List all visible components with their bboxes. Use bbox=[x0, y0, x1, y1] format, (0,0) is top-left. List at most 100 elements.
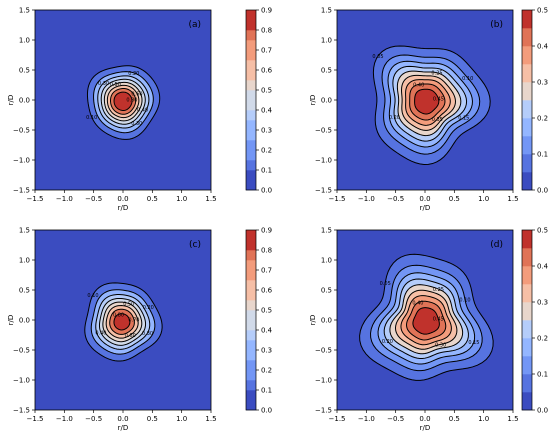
contour-line bbox=[106, 84, 140, 119]
colorbar-tick-label: 0.9 bbox=[261, 7, 272, 15]
colorbar-bin bbox=[522, 82, 532, 101]
contour-label: 0.45 bbox=[433, 317, 444, 323]
colorbar-frame bbox=[521, 9, 533, 191]
contour-line bbox=[105, 305, 139, 339]
contour-line bbox=[377, 272, 476, 365]
x-tick-label: 0.5 bbox=[449, 415, 460, 423]
contour-line bbox=[412, 307, 440, 335]
colorbar-bin bbox=[522, 118, 532, 137]
contour-line bbox=[84, 282, 163, 362]
colorbar-bin bbox=[246, 90, 256, 101]
y-tick-label: −1.5 bbox=[13, 407, 30, 415]
colorbar-frame bbox=[521, 229, 533, 411]
contour-label: 0.50 bbox=[110, 82, 121, 88]
contour-line bbox=[406, 300, 447, 341]
colorbar-bin bbox=[522, 302, 532, 321]
contour-line bbox=[113, 313, 131, 331]
x-tick-label: 0.5 bbox=[449, 195, 460, 203]
colorbar-tick-label: 0.2 bbox=[537, 115, 548, 123]
colorbar-tick-label: 0.5 bbox=[537, 7, 548, 15]
contour-line bbox=[90, 289, 156, 355]
colorbar-bin bbox=[246, 270, 256, 281]
colorbar-bin bbox=[246, 150, 256, 161]
colorbar-tick-label: 0.5 bbox=[261, 307, 272, 315]
contour-label: 0.15 bbox=[458, 116, 469, 122]
colorbar-tick-label: 0.9 bbox=[261, 227, 272, 235]
y-tick-label: 1.5 bbox=[321, 7, 332, 15]
y-tick-label: 1.0 bbox=[19, 37, 30, 45]
colorbar-tick-label: 0.8 bbox=[261, 247, 272, 255]
x-tick-label: −1.5 bbox=[329, 195, 346, 203]
y-axis-label: r/D bbox=[7, 315, 15, 326]
contour-line bbox=[102, 301, 143, 343]
x-tick-label: 1.5 bbox=[507, 195, 518, 203]
colorbar-bin bbox=[246, 400, 256, 411]
contour-label: 0.30 bbox=[98, 81, 109, 87]
colorbar-bin bbox=[522, 28, 532, 47]
contour-line bbox=[86, 65, 161, 140]
colorbar-bin bbox=[522, 46, 532, 65]
colorbar-tick-label: 0.5 bbox=[261, 87, 272, 95]
panel-label: (c) bbox=[189, 240, 201, 250]
colorbar-bin bbox=[522, 374, 532, 393]
panel-c: 0.100.200.300.400.500.600.800.70(c)−1.5−… bbox=[7, 227, 273, 432]
colorbar-bin bbox=[246, 160, 256, 171]
contour-line bbox=[109, 308, 135, 335]
contour-line bbox=[405, 79, 451, 126]
y-tick-label: 0.5 bbox=[19, 287, 30, 295]
colorbar-bin bbox=[246, 340, 256, 351]
y-tick-label: −0.5 bbox=[13, 347, 30, 355]
contour-line bbox=[394, 289, 458, 350]
colorbar-bin bbox=[246, 320, 256, 331]
y-axis-label: r/D bbox=[309, 315, 317, 326]
colorbar-bin bbox=[246, 140, 256, 151]
colorbar-bin bbox=[522, 338, 532, 357]
y-tick-label: −0.5 bbox=[315, 127, 332, 135]
colorbar-bin bbox=[246, 370, 256, 381]
colorbar-tick-label: 0.5 bbox=[537, 227, 548, 235]
colorbar-bin bbox=[246, 330, 256, 341]
x-tick-label: −0.5 bbox=[387, 415, 404, 423]
contour-label: 0.20 bbox=[128, 71, 139, 77]
contour-label: 0.10 bbox=[87, 293, 98, 299]
x-tick-label: 1.0 bbox=[176, 415, 187, 423]
x-tick-label: −1.0 bbox=[56, 415, 73, 423]
panel-d: 0.050.100.150.200.250.300.400.45(d)−1.5−… bbox=[309, 227, 549, 432]
colorbar-bin bbox=[246, 310, 256, 321]
panel-label: (a) bbox=[188, 20, 201, 30]
panel-b: 0.050.100.150.200.250.350.400.45(b)−1.5−… bbox=[309, 7, 549, 213]
colorbar-tick-label: 0.1 bbox=[261, 167, 272, 175]
y-tick-label: 1.5 bbox=[321, 227, 332, 235]
colorbar: 0.0 0.1 0.2 0.3 0.4 0.5 bbox=[521, 7, 549, 195]
colorbar-bin bbox=[246, 40, 256, 51]
contour-label: 0.10 bbox=[462, 76, 473, 82]
colorbar-tick-label: 0.6 bbox=[261, 287, 273, 295]
panel-a: 0.300.600.400.100.200.300.500.80(a)−1.5−… bbox=[7, 7, 273, 213]
contour-line bbox=[414, 88, 440, 115]
y-tick-label: 0.0 bbox=[19, 97, 30, 105]
colorbar-tick-label: 0.4 bbox=[537, 263, 549, 271]
colorbar-bin bbox=[246, 130, 256, 141]
contour-line bbox=[109, 88, 137, 115]
contour-line bbox=[396, 70, 462, 137]
colorbar-bin bbox=[246, 380, 256, 391]
y-tick-label: −1.0 bbox=[13, 377, 30, 385]
x-tick-label: −1.5 bbox=[27, 415, 44, 423]
contour-line bbox=[401, 74, 456, 131]
colorbar-bin bbox=[246, 290, 256, 301]
contour-line bbox=[93, 71, 154, 134]
y-tick-label: 1.0 bbox=[321, 37, 332, 45]
colorbar: 0.0 0.1 0.2 0.3 0.4 0.5 bbox=[521, 227, 549, 415]
y-axis-label: r/D bbox=[309, 95, 317, 106]
y-tick-label: 0.5 bbox=[19, 67, 30, 75]
y-tick-label: 0.0 bbox=[321, 97, 332, 105]
contour-label: 0.40 bbox=[95, 330, 106, 336]
colorbar-tick-label: 0.7 bbox=[261, 47, 272, 55]
x-tick-label: 0.5 bbox=[147, 195, 158, 203]
colorbar-bin bbox=[246, 260, 256, 271]
colorbar-bin bbox=[246, 60, 256, 71]
colorbar-tick-label: 0.6 bbox=[261, 67, 273, 75]
colorbar-tick-label: 0.2 bbox=[261, 367, 272, 375]
x-tick-label: −1.0 bbox=[56, 195, 73, 203]
